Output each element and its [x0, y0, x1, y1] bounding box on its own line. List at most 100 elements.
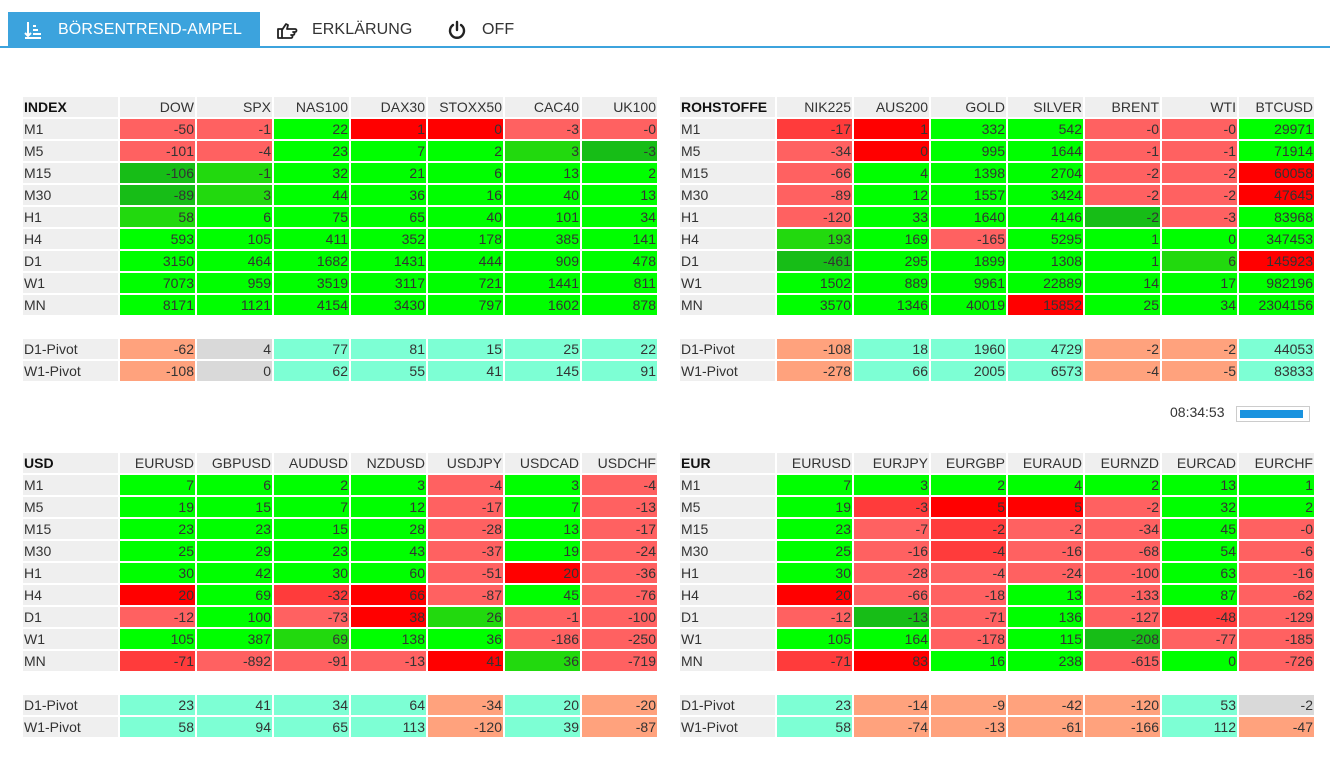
value-cell: -0: [582, 119, 657, 139]
value-cell: 982196: [1239, 273, 1314, 293]
value-cell: 7073: [120, 273, 195, 293]
table-row: D1 -12 100 -73 38 26 -1 -100: [23, 607, 657, 627]
pivot-cell: 2005: [931, 361, 1006, 381]
value-cell: -100: [1085, 563, 1160, 583]
value-cell: 0: [428, 119, 503, 139]
table-row: H4 20 -66 -18 13 -133 87 -62: [680, 585, 1314, 605]
pivot-cell: -4: [1085, 361, 1160, 381]
value-cell: 13: [1008, 585, 1083, 605]
pivot-cell: -42: [1008, 695, 1083, 715]
column-header: DAX30: [351, 97, 426, 117]
value-cell: 1557: [931, 185, 1006, 205]
value-cell: 83968: [1239, 207, 1314, 227]
table-row: MN -71 83 16 238 -615 0 -726: [680, 651, 1314, 671]
pivot-cell: 34: [274, 695, 349, 715]
value-cell: 45: [505, 585, 580, 605]
value-cell: 169: [854, 229, 929, 249]
value-cell: 40019: [931, 295, 1006, 315]
row-label: M5: [680, 497, 775, 517]
value-cell: 30: [274, 563, 349, 583]
column-header: NZDUSD: [351, 453, 426, 473]
pivot-label: D1-Pivot: [680, 695, 775, 715]
pivot-row: D1-Pivot 23 -14 -9 -42 -120 53 -2: [680, 695, 1314, 715]
spacer-cell: [351, 317, 426, 337]
table-row: M1 -17 1 332 542 -0 -0 29971: [680, 119, 1314, 139]
value-cell: 63: [1162, 563, 1237, 583]
value-cell: -7: [854, 519, 929, 539]
value-cell: 19: [505, 541, 580, 561]
value-cell: 141: [582, 229, 657, 249]
value-cell: 105: [120, 629, 195, 649]
value-cell: -4: [428, 475, 503, 495]
value-cell: 75: [274, 207, 349, 227]
value-cell: 6: [1162, 251, 1237, 271]
spacer-cell: [197, 317, 272, 337]
value-cell: 20: [120, 585, 195, 605]
value-cell: -2: [1085, 497, 1160, 517]
table-row: H4 193 169 -165 5295 1 0 347453: [680, 229, 1314, 249]
pivot-cell: 39: [505, 717, 580, 737]
pivot-label: D1-Pivot: [23, 339, 118, 359]
spacer-cell: [120, 317, 195, 337]
column-header: BRENT: [1085, 97, 1160, 117]
tab-boersentrend-ampel[interactable]: BÖRSENTREND-AMPEL: [8, 12, 260, 48]
table-row: M15 -66 4 1398 2704 -2 -2 60058: [680, 163, 1314, 183]
value-cell: 29: [197, 541, 272, 561]
value-cell: -17: [777, 119, 852, 139]
value-cell: 3: [505, 141, 580, 161]
pivot-label: D1-Pivot: [23, 695, 118, 715]
value-cell: -2: [1085, 207, 1160, 227]
spacer-cell: [680, 317, 775, 337]
table-row: MN 8171 1121 4154 3430 797 1602 878: [23, 295, 657, 315]
table-row: H4 593 105 411 352 178 385 141: [23, 229, 657, 249]
table-row: M5 19 15 7 12 -17 7 -13: [23, 497, 657, 517]
column-header: USDCHF: [582, 453, 657, 473]
value-cell: 87: [1162, 585, 1237, 605]
value-cell: 1: [1239, 475, 1314, 495]
value-cell: 347453: [1239, 229, 1314, 249]
spacer-cell: [1162, 317, 1237, 337]
value-cell: 1346: [854, 295, 929, 315]
spacer-cell: [428, 317, 503, 337]
rohstoffe-table: ROHSTOFFE NIK225 AUS200 GOLD SILVER BRENT WTI B…: [678, 95, 1316, 383]
value-cell: 36: [505, 651, 580, 671]
value-cell: -66: [854, 585, 929, 605]
column-header: WTI: [1162, 97, 1237, 117]
value-cell: 40: [428, 207, 503, 227]
value-cell: -16: [1239, 563, 1314, 583]
tab-erklaerung[interactable]: ERKLÄRUNG: [276, 12, 412, 48]
column-header: EURJPY: [854, 453, 929, 473]
value-cell: 23: [274, 141, 349, 161]
table-header-row: EUR EURUSD EURJPY EURGBP EURAUD EURNZD EURCAD E…: [680, 453, 1314, 473]
value-cell: 2: [428, 141, 503, 161]
pivot-cell: 15: [428, 339, 503, 359]
pivot-cell: 53: [1162, 695, 1237, 715]
column-header: EURCAD: [1162, 453, 1237, 473]
table-row: W1 105 387 69 138 36 -186 -250: [23, 629, 657, 649]
value-cell: 1308: [1008, 251, 1083, 271]
value-cell: 25: [777, 541, 852, 561]
value-cell: 6: [197, 207, 272, 227]
value-cell: 0: [1162, 651, 1237, 671]
spacer-cell: [931, 317, 1006, 337]
column-header: SILVER: [1008, 97, 1083, 117]
value-cell: -133: [1085, 585, 1160, 605]
table-header-row: USD EURUSD GBPUSD AUDUSD NZDUSD USDJPY USDCAD U…: [23, 453, 657, 473]
value-cell: -48: [1162, 607, 1237, 627]
spacer-cell: [582, 317, 657, 337]
value-cell: 71914: [1239, 141, 1314, 161]
row-label: H1: [680, 207, 775, 227]
value-cell: 878: [582, 295, 657, 315]
pivot-cell: 66: [854, 361, 929, 381]
table-row: M30 -89 12 1557 3424 -2 -2 47645: [680, 185, 1314, 205]
value-cell: 385: [505, 229, 580, 249]
value-cell: 41: [428, 651, 503, 671]
value-cell: 13: [582, 185, 657, 205]
value-cell: 5: [931, 497, 1006, 517]
value-cell: 7: [120, 475, 195, 495]
value-cell: 1: [854, 119, 929, 139]
row-label: H1: [680, 563, 775, 583]
row-label: MN: [680, 651, 775, 671]
tab-off[interactable]: OFF: [446, 12, 514, 48]
spacer-cell: [1239, 317, 1314, 337]
